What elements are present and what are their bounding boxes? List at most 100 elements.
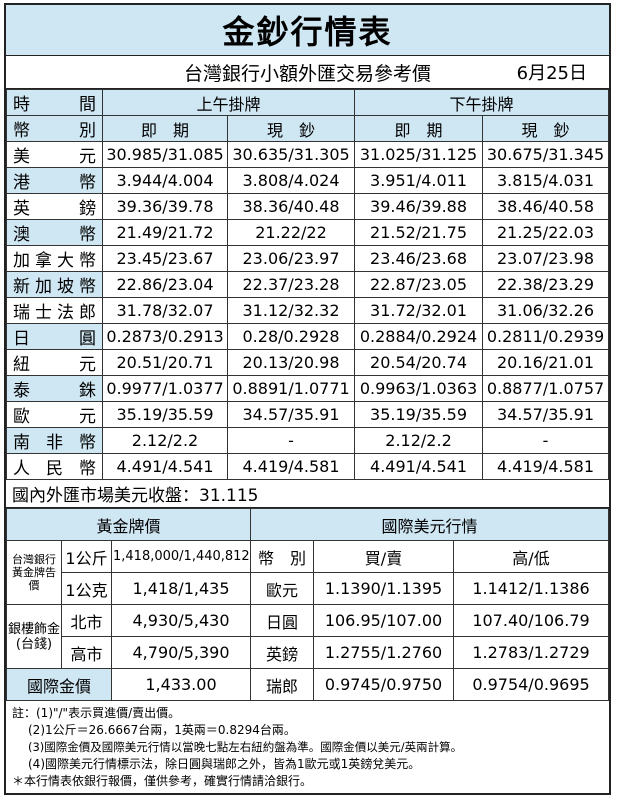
usd-close: 國內外匯市場美元收盤：31.115: [6, 480, 609, 508]
footnote-2: (2)1公斤＝26.6667台兩，1英兩＝0.8294台兩。: [28, 723, 296, 737]
fx-row: 日圓 0.2873/0.2913 0.28/0.2928 0.2884/0.2924 0…: [6, 323, 609, 350]
intl-usd-buysell-1: 106.95/107.00: [313, 604, 454, 637]
fx-am-spot: 31.78/32.07: [102, 297, 228, 324]
intl-usd-header: 國際美元行情: [250, 508, 609, 541]
fx-currency-name: 日圓: [6, 323, 103, 350]
intl-usd-name-3: 瑞郎: [250, 668, 314, 701]
intl-usd-buysell-0: 1.1390/1.1395: [313, 572, 454, 605]
fx-pm-spot: 21.52/21.75: [354, 219, 484, 246]
fx-currency-name: 英鎊: [6, 193, 103, 220]
fx-header-row-2: 幣 別 即 期 現 鈔 即 期 現 鈔: [6, 115, 609, 142]
fx-am-cash: 0.8891/1.0771: [226, 375, 356, 402]
fx-pm-spot: 0.2884/0.2924: [354, 323, 484, 350]
bottom-row-4: 高市 4,790/5,390 英鎊 1.2755/1.2760 1.2783/1…: [7, 636, 609, 669]
subtitle: 台灣銀行小額外匯交易參考價: [183, 62, 431, 85]
fx-am-spot: 30.985/31.085: [102, 141, 228, 168]
fx-pm-cash: 31.06/32.26: [482, 297, 609, 324]
fx-row: 紐元 20.51/20.71 20.13/20.98 20.54/20.74 20.16…: [6, 349, 609, 376]
fx-row: 瑞士法郎 31.78/32.07 31.12/32.32 31.72/32.01 31.…: [6, 297, 609, 324]
fx-currency-name: 澳幣: [6, 219, 103, 246]
bottom-row-5: 國際金價 1,433.00 瑞郎 0.9745/0.9750 0.9754/0.…: [6, 668, 609, 701]
fx-pm-spot: 31.72/32.01: [354, 297, 484, 324]
bot-gold-label: 台灣銀行黃金牌告價: [6, 540, 62, 605]
fx-pm-cash: 38.46/40.58: [482, 193, 609, 220]
bot-kg-unit: 1公斤: [61, 540, 112, 573]
fx-pm-spot: 4.491/4.541: [354, 453, 484, 480]
fx-pm-cash: 34.57/35.91: [482, 401, 609, 428]
fx-am-cash: 30.635/31.305: [226, 141, 356, 168]
fx-header-am-cash: 現 鈔: [226, 115, 356, 142]
intl-usd-header-buysell: 買/賣: [313, 540, 454, 573]
fx-am-spot: 0.2873/0.2913: [102, 323, 228, 350]
footnote-4: (4)國際美元行情標示法，除日圓與瑞郎之外，皆為1歐元或1英鎊兌美元。: [28, 757, 421, 771]
fx-currency-name: 南非幣: [6, 427, 103, 454]
intl-usd-header-currency: 幣 別: [250, 540, 314, 573]
fx-am-spot: 35.19/35.59: [102, 401, 228, 428]
fx-row: 澳幣 21.49/21.72 21.22/22 21.52/21.75 21.25/22…: [6, 219, 609, 246]
fx-row: 南非幣 2.12/2.2-2.12/2.2-: [6, 427, 609, 454]
fx-am-cash: 3.808/4.024: [226, 167, 356, 194]
fx-header-pm-cash: 現 鈔: [482, 115, 609, 142]
fx-am-cash: 20.13/20.98: [226, 349, 356, 376]
jewel-gold-label: 銀樓飾金(台錢): [6, 604, 62, 669]
fx-am-spot: 0.9977/1.0377: [102, 375, 228, 402]
fx-header-pm-spot: 即 期: [354, 115, 484, 142]
intl-usd-buysell-2: 1.2755/1.2760: [313, 636, 454, 669]
intl-usd-name-2: 英鎊: [250, 636, 314, 669]
fx-pm-cash: 3.815/4.031: [482, 167, 609, 194]
fx-pm-spot: 0.9963/1.0363: [354, 375, 484, 402]
fx-pm-spot: 2.12/2.2: [354, 427, 484, 454]
intl-usd-header-highlow: 高/低: [453, 540, 609, 573]
bot-g-unit: 1公克: [61, 572, 112, 605]
intl-usd-buysell-3: 0.9745/0.9750: [313, 668, 454, 701]
intl-usd-highlow-2: 1.2783/1.2729: [453, 636, 609, 669]
intl-usd-highlow-0: 1.1412/1.1386: [453, 572, 609, 605]
fx-pm-spot: 20.54/20.74: [354, 349, 484, 376]
fx-pm-cash: 21.25/22.03: [482, 219, 609, 246]
fx-am-spot: 22.86/23.04: [102, 271, 228, 298]
footnotes: 註：(1)"/"表示買進價/賣出價。 (2)1公斤＝26.6667台兩，1英兩＝…: [6, 701, 609, 794]
page-title: 金鈔行情表: [6, 5, 609, 56]
fx-row: 美元 30.985/31.085 30.635/31.305 31.025/31.12…: [6, 141, 609, 168]
fx-currency-name: 人民幣: [6, 453, 103, 480]
fx-pm-cash: 0.2811/0.2939: [482, 323, 609, 350]
fx-table: 時 間 上午掛牌 下午掛牌 幣 別 即 期 現 鈔 即 期 現 鈔 美元 30.9…: [6, 89, 609, 480]
bottom-row-3: 銀樓飾金(台錢) 北市 4,930/5,430 日圓 106.95/107.00…: [6, 604, 609, 669]
fx-currency-name: 加拿大幣: [6, 245, 103, 272]
fx-am-cash: 21.22/22: [226, 219, 356, 246]
rate-sheet: 金鈔行情表 台灣銀行小額外匯交易參考價 6月25日 時 間 上午掛牌 下午掛牌 …: [4, 3, 611, 795]
fx-am-cash: -: [226, 427, 356, 454]
fx-am-spot: 3.944/4.004: [102, 167, 228, 194]
fx-am-cash: 0.28/0.2928: [226, 323, 356, 350]
fx-currency-name: 美元: [6, 141, 103, 168]
footnote-3: (3)國際金價及國際美元行情以當晚七點左右紐約盤為準。國際金價以美元/英兩計算。: [28, 740, 463, 754]
fx-pm-cash: 4.419/4.581: [482, 453, 609, 480]
fx-am-spot: 4.491/4.541: [102, 453, 228, 480]
fx-am-cash: 31.12/32.32: [226, 297, 356, 324]
kaohsiung-label: 高市: [61, 636, 112, 669]
bot-kg-value: 1,418,000/1,440,812: [111, 540, 251, 573]
fx-row: 加拿大幣 23.45/23.67 23.06/23.97 23.46/23.68 23.…: [6, 245, 609, 272]
taipei-value: 4,930/5,430: [111, 604, 251, 637]
fx-currency-name: 歐元: [6, 401, 103, 428]
fx-row: 港幣 3.944/4.004 3.808/4.024 3.951/4.011 3.815…: [6, 167, 609, 194]
fx-row: 歐元 35.19/35.59 34.57/35.91 35.19/35.59 34.57…: [6, 401, 609, 428]
fx-am-spot: 2.12/2.2: [102, 427, 228, 454]
intl-usd-highlow-3: 0.9754/0.9695: [453, 668, 609, 701]
fx-am-spot: 21.49/21.72: [102, 219, 228, 246]
footnote-5: ＊本行情表依銀行報價，僅供參考，確實行情請洽銀行。: [12, 774, 313, 788]
fx-header-am: 上午掛牌: [101, 89, 356, 116]
bottom-row-1: 台灣銀行黃金牌告價 1公斤 1,418,000/1,440,812 幣 別 買/…: [6, 540, 609, 605]
fx-pm-cash: -: [482, 427, 609, 454]
gold-header: 黃金牌價: [6, 508, 251, 541]
fx-currency-name: 新加坡幣: [6, 271, 103, 298]
fx-am-cash: 38.36/40.48: [226, 193, 356, 220]
fx-pm-spot: 3.951/4.011: [354, 167, 484, 194]
fx-row: 英鎊 39.36/39.78 38.36/40.48 39.46/39.88 38.46…: [6, 193, 609, 220]
bottom-header-row: 黃金牌價 國際美元行情: [6, 508, 609, 541]
date-label: 6月25日: [516, 63, 587, 84]
fx-header-currency: 幣 別: [6, 115, 103, 142]
fx-pm-spot: 35.19/35.59: [354, 401, 484, 428]
fx-pm-cash: 23.07/23.98: [482, 245, 609, 272]
fx-currency-name: 瑞士法郎: [6, 297, 103, 324]
